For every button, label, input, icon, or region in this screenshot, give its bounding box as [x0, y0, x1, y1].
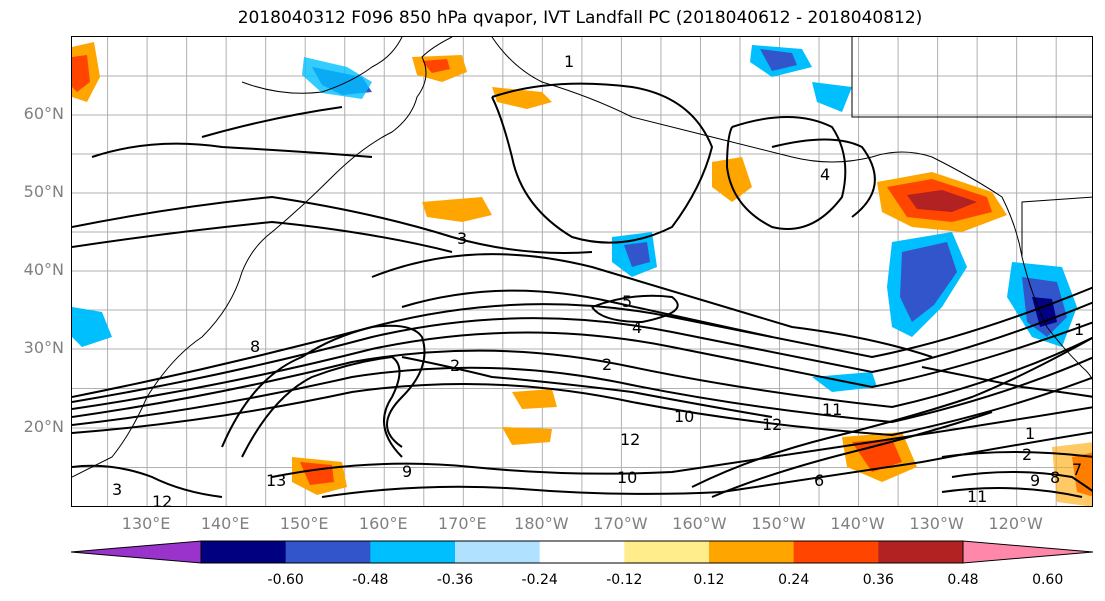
coastlines — [72, 37, 1092, 478]
contour-label: 2 — [450, 356, 460, 375]
colorbar-tick-label: 0.36 — [862, 572, 894, 588]
contour-labels: 1 1 4 3 8 5 4 2 2 10 11 12 12 10 13 9 12… — [112, 52, 1084, 507]
ivt-contours — [72, 82, 1092, 498]
map-panel: 1 1 4 3 8 5 4 2 2 10 11 12 12 10 13 9 12… — [71, 36, 1093, 507]
contour-label: 11 — [822, 400, 842, 419]
colorbar-segment — [539, 541, 625, 563]
map-canvas: 1 1 4 3 8 5 4 2 2 10 11 12 12 10 13 9 12… — [72, 37, 1092, 507]
contour-label: 3 — [457, 229, 467, 248]
colorbar-extend-high — [962, 540, 1094, 564]
colorbar-tick-label: -0.24 — [521, 572, 558, 588]
contour-label: 8 — [250, 337, 260, 356]
contour-label: 6 — [814, 471, 824, 490]
contour-label: 7 — [1072, 460, 1082, 479]
colorbar — [70, 540, 1094, 564]
map-title: 2018040312 F096 850 hPa qvapor, IVT Land… — [237, 8, 923, 28]
contour-label: 9 — [402, 462, 412, 481]
contour-label: 11 — [967, 487, 987, 506]
contour-label: 12 — [152, 492, 172, 507]
contour-label: 1 — [1074, 320, 1084, 339]
colorbar-segment — [285, 541, 371, 563]
lat-label-20n: 20°N — [23, 417, 64, 436]
contour-label: 2 — [1022, 445, 1032, 464]
colorbar-outline — [200, 540, 964, 564]
lon-label-170w: 170°W — [593, 514, 648, 533]
colorbar-tick-label: -0.12 — [606, 572, 643, 588]
contour-label: 4 — [820, 165, 830, 184]
colorbar-tick-label: -0.60 — [267, 572, 304, 588]
colorbar-tick-label: -0.48 — [352, 572, 389, 588]
lat-label-40n: 40°N — [23, 260, 64, 279]
contour-label: 10 — [617, 468, 637, 487]
lat-label-50n: 50°N — [23, 182, 64, 201]
colorbar-tick-label: 0.48 — [947, 572, 979, 588]
colorbar-segment — [624, 541, 710, 563]
lat-label-30n: 30°N — [23, 338, 64, 357]
colorbar-tick-label: -0.36 — [436, 572, 474, 588]
colorbar-segment — [370, 541, 456, 563]
contour-label: 3 — [112, 480, 122, 499]
lon-label-160w: 160°W — [672, 514, 727, 533]
colorbar-segment — [455, 541, 541, 563]
contour-label: 1 — [564, 52, 574, 71]
lon-label-180w: 180°W — [514, 514, 569, 533]
contour-label: 4 — [632, 318, 642, 337]
colorbar-extend-low — [70, 540, 202, 564]
lat-label-60n: 60°N — [23, 104, 64, 123]
lon-label-140w: 140°W — [830, 514, 885, 533]
lon-label-170e: 170°E — [437, 514, 487, 533]
contour-label: 9 — [1030, 471, 1040, 490]
lon-label-130e: 130°E — [121, 514, 171, 533]
colorbar-tick-label: 0.24 — [778, 572, 810, 588]
contour-label: 5 — [622, 292, 632, 311]
contour-label: 2 — [602, 355, 612, 374]
colorbar-tick-label: 0.60 — [1032, 572, 1064, 588]
lon-label-130w: 130°W — [909, 514, 964, 533]
colorbar-segment — [201, 541, 287, 563]
contour-label: 1 — [1025, 424, 1035, 443]
contour-label: 12 — [620, 430, 640, 449]
colorbar-segment — [709, 541, 795, 563]
contour-label: 13 — [266, 471, 286, 490]
lon-label-120w: 120°W — [988, 514, 1043, 533]
contour-label: 10 — [674, 407, 694, 426]
colorbar-tick-label: 0.12 — [693, 572, 725, 588]
colorbar-segment — [878, 541, 964, 563]
lon-label-140e: 140°E — [200, 514, 250, 533]
lon-label-150w: 150°W — [751, 514, 806, 533]
contour-label: 8 — [1050, 468, 1060, 487]
lon-label-150e: 150°E — [279, 514, 329, 533]
qvapor-shading — [72, 42, 1092, 506]
contour-label: 12 — [762, 415, 782, 434]
colorbar-segment — [793, 541, 879, 563]
lon-label-160e: 160°E — [358, 514, 408, 533]
